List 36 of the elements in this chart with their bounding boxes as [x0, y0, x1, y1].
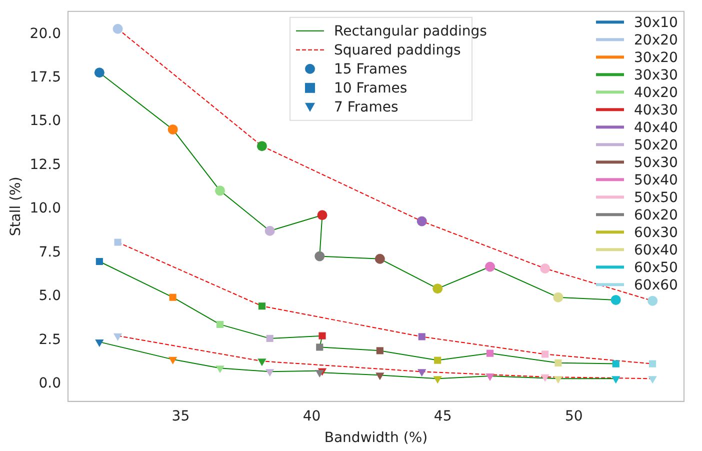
legend-label: 60x30: [634, 224, 678, 241]
y-tick-label: 7.5: [38, 244, 61, 260]
y-tick-label: 20.0: [30, 26, 61, 42]
y-tick-label: 0.0: [38, 376, 61, 392]
legend-label: 60x20: [634, 207, 678, 224]
legend-label: 50x20: [634, 137, 678, 154]
x-axis-title: Bandwidth (%): [324, 430, 428, 446]
legend-label: 60x40: [634, 242, 678, 258]
x-tick-label: 35: [172, 408, 190, 424]
y-tick-label: 12.5: [30, 156, 61, 173]
y-tick-label: 2.5: [38, 332, 61, 348]
legend-label: 50x50: [634, 190, 678, 206]
legend-label: 10 Frames: [334, 80, 408, 97]
legend-label: 60x60: [634, 277, 678, 294]
y-axis-title: Stall (%): [8, 176, 24, 236]
x-tick-label: 40: [302, 408, 321, 424]
legend-label: 30x30: [634, 67, 678, 84]
y-tick-label: 17.5: [30, 70, 61, 86]
legend-label: 20x20: [634, 32, 678, 48]
legend-label: 50x30: [634, 154, 678, 171]
y-tick-label: 10.0: [30, 200, 61, 217]
legend-label: 40x30: [634, 102, 678, 118]
legend-label: 40x40: [634, 120, 678, 136]
legend-label: Squared paddings: [334, 42, 461, 59]
legend-label: Rectangular paddings: [334, 24, 487, 40]
x-tick-label: 45: [434, 408, 452, 424]
y-tick-label: 15.0: [30, 113, 61, 130]
legend-label: 30x10: [634, 14, 678, 31]
legend-label: 40x20: [634, 84, 678, 101]
y-tick-label: 5.0: [38, 288, 61, 304]
legend-label: 15 Frames: [334, 62, 408, 78]
x-tick-label: 50: [564, 408, 583, 424]
legend-label: 50x40: [634, 172, 678, 188]
legend-label: 30x20: [634, 50, 678, 66]
legend-label: 60x50: [634, 260, 678, 276]
legend-label: 7 Frames: [334, 100, 398, 116]
